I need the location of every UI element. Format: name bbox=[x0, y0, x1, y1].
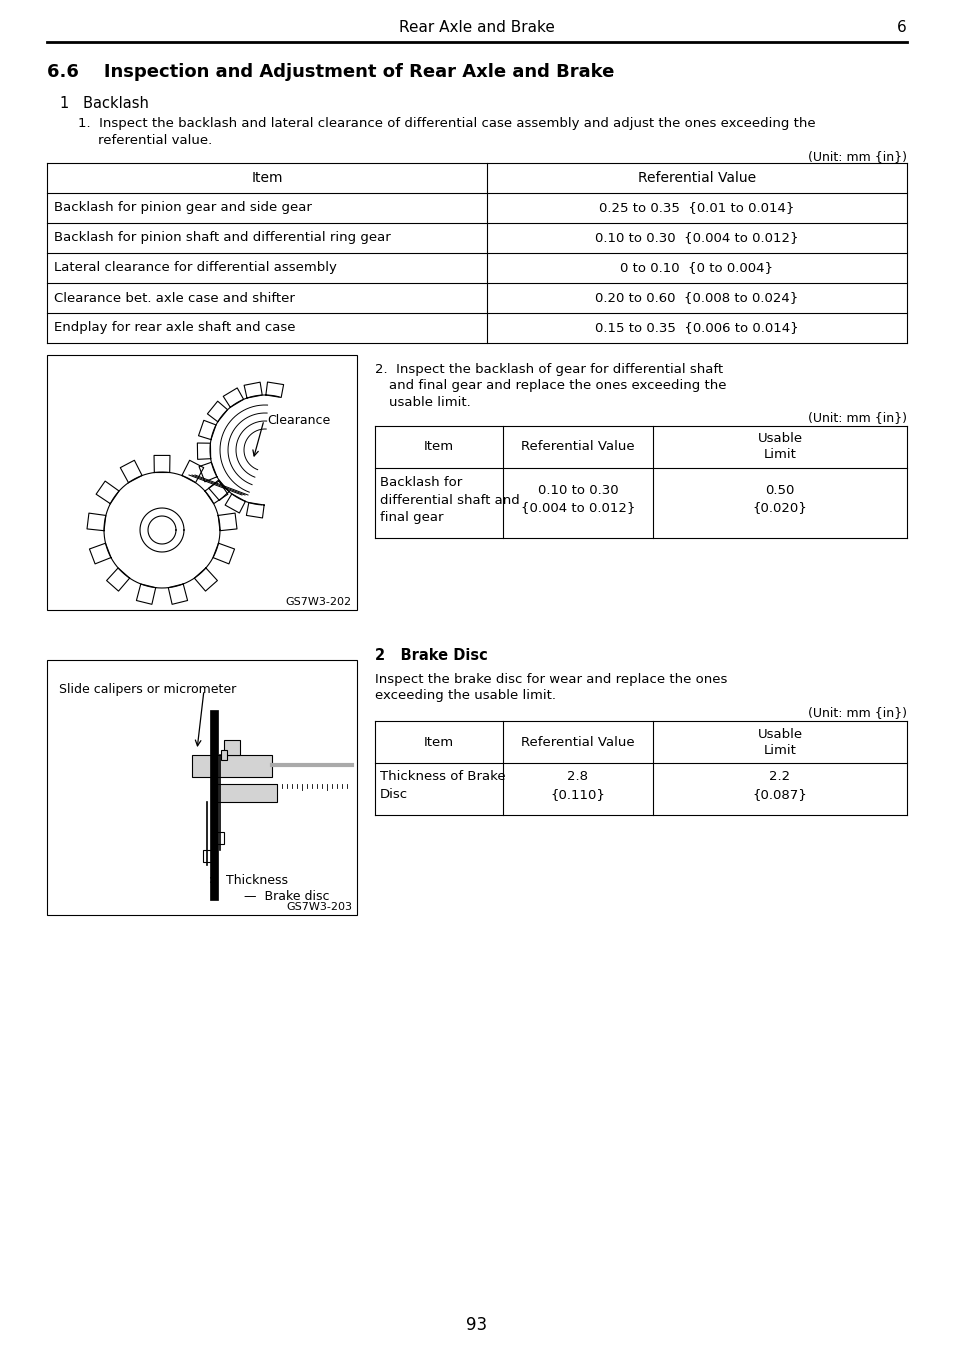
Bar bbox=[221, 750, 227, 761]
Text: exceeding the usable limit.: exceeding the usable limit. bbox=[375, 689, 556, 701]
Text: {0.087}: {0.087} bbox=[752, 789, 806, 801]
Text: Endplay for rear axle shaft and case: Endplay for rear axle shaft and case bbox=[54, 322, 295, 335]
Text: Backlash for: Backlash for bbox=[379, 476, 462, 489]
Text: 2.2: 2.2 bbox=[769, 770, 790, 784]
Text: {0.020}: {0.020} bbox=[752, 501, 806, 515]
Text: Rear Axle and Brake: Rear Axle and Brake bbox=[398, 20, 555, 35]
Text: Limit: Limit bbox=[762, 449, 796, 462]
Text: 0.25 to 0.35  {0.01 to 0.014}: 0.25 to 0.35 {0.01 to 0.014} bbox=[598, 201, 794, 215]
Text: GS7W3-202: GS7W3-202 bbox=[286, 597, 352, 607]
Text: 0.10 to 0.30: 0.10 to 0.30 bbox=[537, 484, 618, 497]
Bar bbox=[47, 661, 356, 915]
Text: 0 to 0.10  {0 to 0.004}: 0 to 0.10 {0 to 0.004} bbox=[619, 262, 773, 274]
Text: Referential Value: Referential Value bbox=[638, 172, 756, 185]
Text: 6.6    Inspection and Adjustment of Rear Axle and Brake: 6.6 Inspection and Adjustment of Rear Ax… bbox=[47, 63, 614, 81]
Text: (Unit: mm {in}): (Unit: mm {in}) bbox=[807, 707, 906, 720]
Text: Lateral clearance for differential assembly: Lateral clearance for differential assem… bbox=[54, 262, 336, 274]
Text: 2.8: 2.8 bbox=[567, 770, 588, 784]
Text: GS7W3-203: GS7W3-203 bbox=[286, 902, 352, 912]
Text: {0.110}: {0.110} bbox=[550, 789, 605, 801]
Text: 2   Brake Disc: 2 Brake Disc bbox=[375, 647, 487, 662]
Bar bbox=[224, 740, 240, 755]
Bar bbox=[212, 784, 276, 802]
Text: Referential Value: Referential Value bbox=[520, 440, 634, 454]
Text: Thickness: Thickness bbox=[226, 874, 288, 886]
Text: Limit: Limit bbox=[762, 743, 796, 757]
Bar bbox=[203, 850, 211, 862]
Text: Item: Item bbox=[251, 172, 282, 185]
Text: 0.10 to 0.30  {0.004 to 0.012}: 0.10 to 0.30 {0.004 to 0.012} bbox=[595, 231, 798, 245]
Text: differential shaft and: differential shaft and bbox=[379, 493, 519, 507]
Text: (Unit: mm {in}): (Unit: mm {in}) bbox=[807, 412, 906, 424]
Text: referential value.: referential value. bbox=[98, 134, 212, 146]
Text: Clearance bet. axle case and shifter: Clearance bet. axle case and shifter bbox=[54, 292, 294, 304]
Text: final gear: final gear bbox=[379, 512, 443, 524]
Text: Clearance: Clearance bbox=[267, 413, 330, 427]
Text: 0.50: 0.50 bbox=[764, 484, 794, 497]
Text: 0.20 to 0.60  {0.008 to 0.024}: 0.20 to 0.60 {0.008 to 0.024} bbox=[595, 292, 798, 304]
Text: Usable: Usable bbox=[757, 727, 801, 740]
Text: —  Brake disc: — Brake disc bbox=[244, 890, 329, 904]
Text: Inspect the brake disc for wear and replace the ones: Inspect the brake disc for wear and repl… bbox=[375, 673, 726, 685]
Text: 2.  Inspect the backlash of gear for differential shaft: 2. Inspect the backlash of gear for diff… bbox=[375, 363, 722, 377]
Text: (Unit: mm {in}): (Unit: mm {in}) bbox=[807, 150, 906, 163]
Text: Backlash for pinion shaft and differential ring gear: Backlash for pinion shaft and differenti… bbox=[54, 231, 391, 245]
Text: 0.15 to 0.35  {0.006 to 0.014}: 0.15 to 0.35 {0.006 to 0.014} bbox=[595, 322, 798, 335]
Text: {0.004 to 0.012}: {0.004 to 0.012} bbox=[520, 501, 635, 515]
Text: Usable: Usable bbox=[757, 432, 801, 446]
Text: Item: Item bbox=[423, 735, 454, 748]
Text: Backlash for pinion gear and side gear: Backlash for pinion gear and side gear bbox=[54, 201, 312, 215]
Text: 1   Backlash: 1 Backlash bbox=[60, 96, 149, 111]
Text: Item: Item bbox=[423, 440, 454, 454]
Bar bbox=[192, 755, 272, 777]
Text: Disc: Disc bbox=[379, 789, 408, 801]
Text: 1.  Inspect the backlash and lateral clearance of differential case assembly and: 1. Inspect the backlash and lateral clea… bbox=[78, 118, 815, 131]
Text: usable limit.: usable limit. bbox=[389, 396, 470, 408]
Text: and final gear and replace the ones exceeding the: and final gear and replace the ones exce… bbox=[389, 380, 726, 393]
Text: 93: 93 bbox=[466, 1316, 487, 1333]
Bar bbox=[210, 711, 218, 900]
Bar bbox=[47, 355, 356, 611]
Text: Slide calipers or micrometer: Slide calipers or micrometer bbox=[59, 684, 236, 697]
Text: Referential Value: Referential Value bbox=[520, 735, 634, 748]
Bar bbox=[215, 832, 224, 844]
Text: Thickness of Brake: Thickness of Brake bbox=[379, 770, 505, 784]
Text: 6: 6 bbox=[897, 20, 906, 35]
